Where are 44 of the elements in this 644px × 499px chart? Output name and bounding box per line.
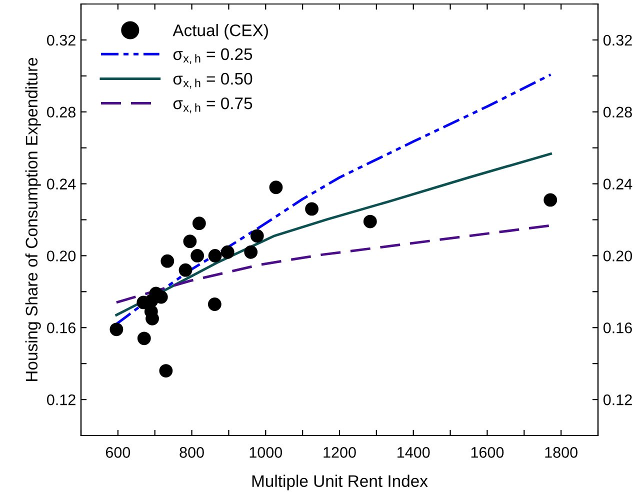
x-tick-label: 1600 bbox=[471, 447, 504, 458]
y-tick-label: 0.32 bbox=[47, 34, 76, 46]
y-tick-label: 0.12 bbox=[47, 394, 76, 406]
y2-tick-label: 0.28 bbox=[603, 106, 632, 118]
point bbox=[208, 298, 222, 311]
x-axis-title: Multiple Unit Rent Index bbox=[252, 474, 428, 490]
y-tick-label: 0.24 bbox=[47, 178, 76, 190]
point bbox=[178, 263, 192, 277]
x-tick-label: 1200 bbox=[324, 447, 356, 458]
legend-label: Actual (CEX) bbox=[172, 24, 268, 40]
point bbox=[208, 249, 222, 262]
point bbox=[110, 322, 124, 336]
legend-label: σ$_{x,h}$ = 0.25 bbox=[173, 48, 252, 64]
x-tick-label: 1800 bbox=[545, 447, 578, 458]
point bbox=[220, 245, 234, 259]
y2-tick-label: 0.24 bbox=[603, 178, 632, 190]
point bbox=[192, 216, 206, 230]
legend-label: σ$_{x,h}$ = 0.50 bbox=[173, 72, 252, 89]
y-tick-label: 0.28 bbox=[47, 106, 76, 118]
y2-tick-label: 0.20 bbox=[603, 250, 632, 262]
line-series bbox=[115, 152, 552, 316]
point bbox=[190, 249, 204, 262]
point bbox=[159, 364, 173, 378]
x-tick-label: 600 bbox=[106, 447, 130, 458]
y-tick-label: 0.16 bbox=[47, 322, 76, 334]
point bbox=[305, 202, 319, 216]
y2-tick-label: 0.16 bbox=[603, 322, 632, 334]
point bbox=[137, 332, 151, 346]
x-tick-label: 1000 bbox=[250, 447, 282, 458]
point bbox=[160, 254, 174, 268]
y2-tick-label: 0.12 bbox=[603, 394, 632, 406]
y-axis-title: Housing Share of Consumption Expenditure bbox=[25, 58, 41, 381]
x-tick-label: 1400 bbox=[398, 447, 430, 458]
legend-label: σ$_{x,h}$ = 0.75 bbox=[173, 97, 252, 114]
y2-tick-label: 0.32 bbox=[603, 34, 632, 46]
line-series bbox=[115, 224, 552, 304]
point bbox=[544, 193, 558, 207]
point bbox=[269, 180, 283, 194]
point bbox=[363, 214, 377, 228]
point bbox=[250, 229, 264, 243]
x-tick-label: 800 bbox=[180, 447, 204, 458]
y-tick-label: 0.20 bbox=[47, 250, 76, 262]
point bbox=[244, 245, 258, 259]
point bbox=[183, 234, 197, 248]
